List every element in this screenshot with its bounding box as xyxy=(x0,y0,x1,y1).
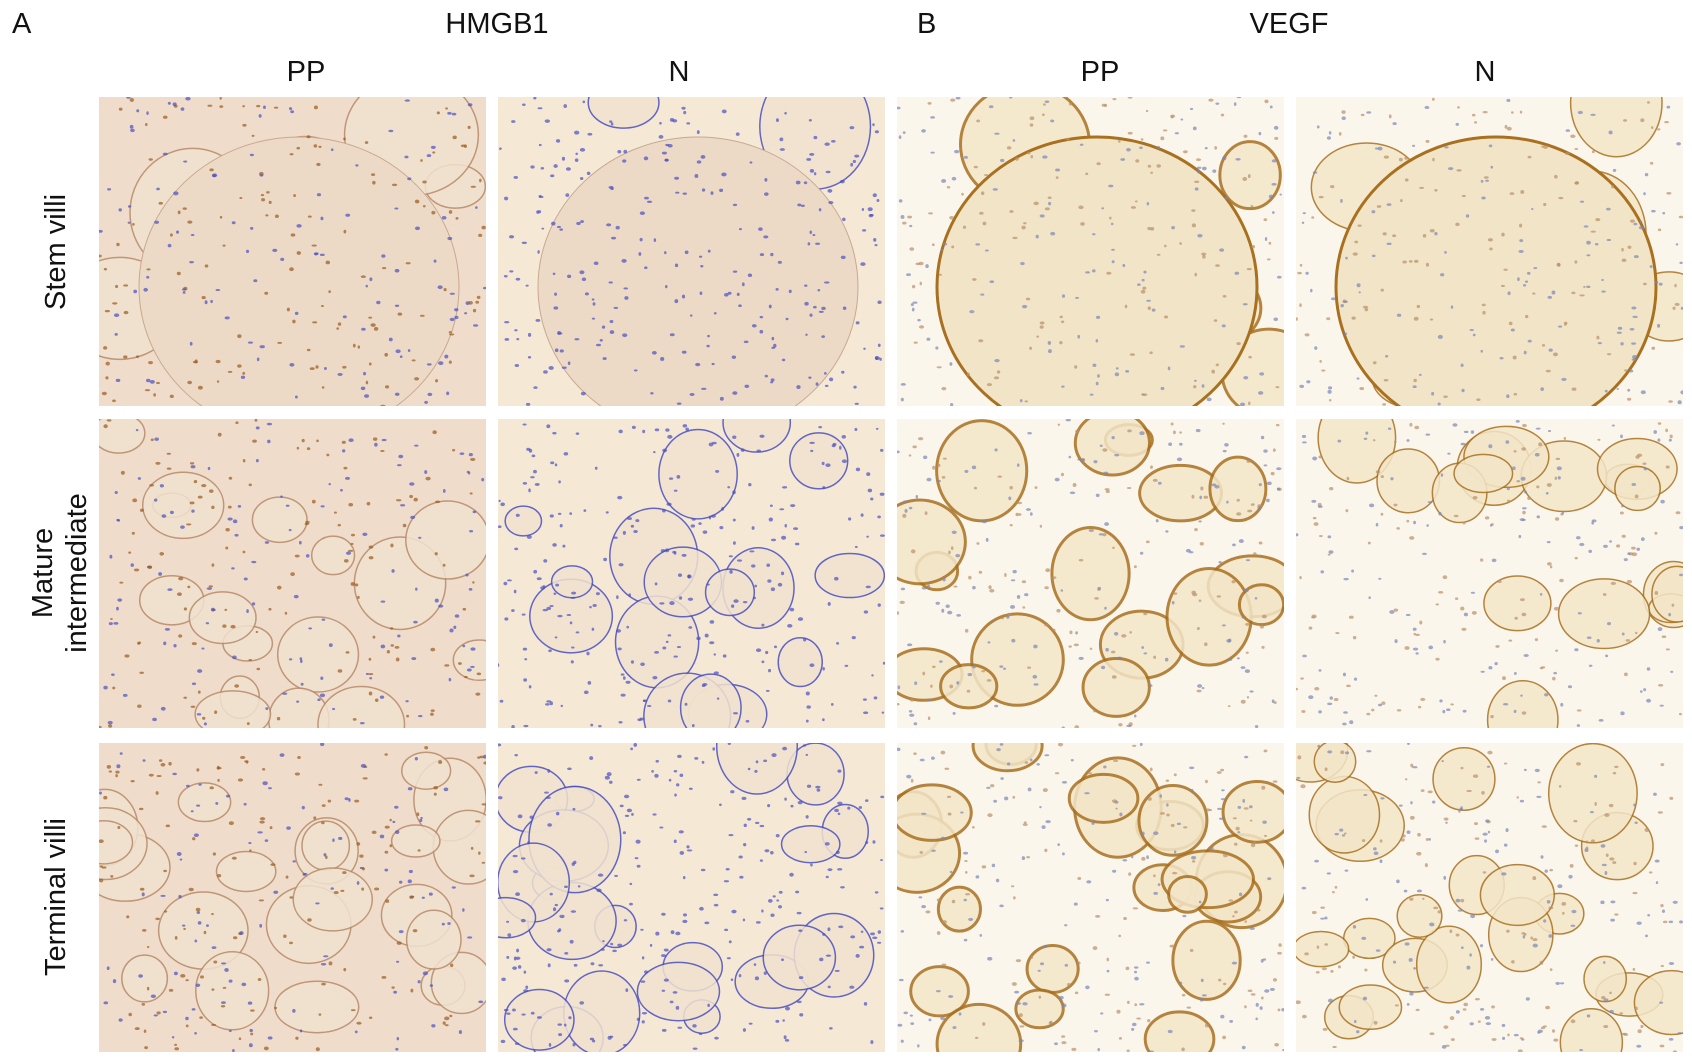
column-header-hmgb1-n: N xyxy=(668,56,690,88)
micrograph-vegf-pp-mature-intermediate xyxy=(897,419,1284,728)
row-label-terminal-villi: Terminal villi xyxy=(40,818,72,976)
figure-label-b: B xyxy=(917,8,937,40)
tissue-texture xyxy=(897,419,1284,728)
row-label-mature-intermediate: Mature intermediate xyxy=(26,493,94,653)
tissue-texture xyxy=(99,743,486,1052)
micrograph-vegf-n-stem-villi xyxy=(1296,97,1683,406)
tissue-texture xyxy=(499,97,882,406)
micrograph-vegf-n-mature-intermediate xyxy=(1296,419,1683,728)
row-label-line2: intermediate xyxy=(61,493,93,653)
micrograph-vegf-pp-stem-villi xyxy=(897,97,1284,406)
tissue-texture xyxy=(897,743,1284,1052)
column-header-vegf-n: N xyxy=(1474,56,1496,88)
tissue-texture xyxy=(897,97,1284,406)
micrograph-hmgb1-n-terminal-villi xyxy=(498,743,885,1052)
title-hmgb1: HMGB1 xyxy=(445,8,549,40)
micrograph-vegf-n-terminal-villi xyxy=(1296,743,1683,1052)
micrograph-hmgb1-n-stem-villi xyxy=(498,97,885,406)
column-header-vegf-pp: PP xyxy=(1080,56,1120,88)
micrograph-hmgb1-pp-stem-villi xyxy=(99,97,486,406)
title-vegf: VEGF xyxy=(1249,8,1329,40)
micrograph-hmgb1-pp-mature-intermediate xyxy=(99,419,486,728)
figure-label-a: A xyxy=(12,8,32,40)
tissue-texture xyxy=(498,743,885,1052)
micrograph-hmgb1-pp-terminal-villi xyxy=(99,743,486,1052)
micrograph-hmgb1-n-mature-intermediate xyxy=(498,419,885,728)
row-label-stem-villi: Stem villi xyxy=(40,193,72,311)
column-header-hmgb1-pp: PP xyxy=(286,56,326,88)
row-label-line1: Mature xyxy=(27,527,59,619)
tissue-texture xyxy=(498,419,885,728)
tissue-texture xyxy=(1296,419,1683,728)
tissue-texture xyxy=(1296,97,1683,406)
tissue-texture xyxy=(1296,743,1683,1052)
tissue-texture xyxy=(99,97,486,406)
tissue-texture xyxy=(99,419,486,728)
micrograph-vegf-pp-terminal-villi xyxy=(897,743,1284,1052)
